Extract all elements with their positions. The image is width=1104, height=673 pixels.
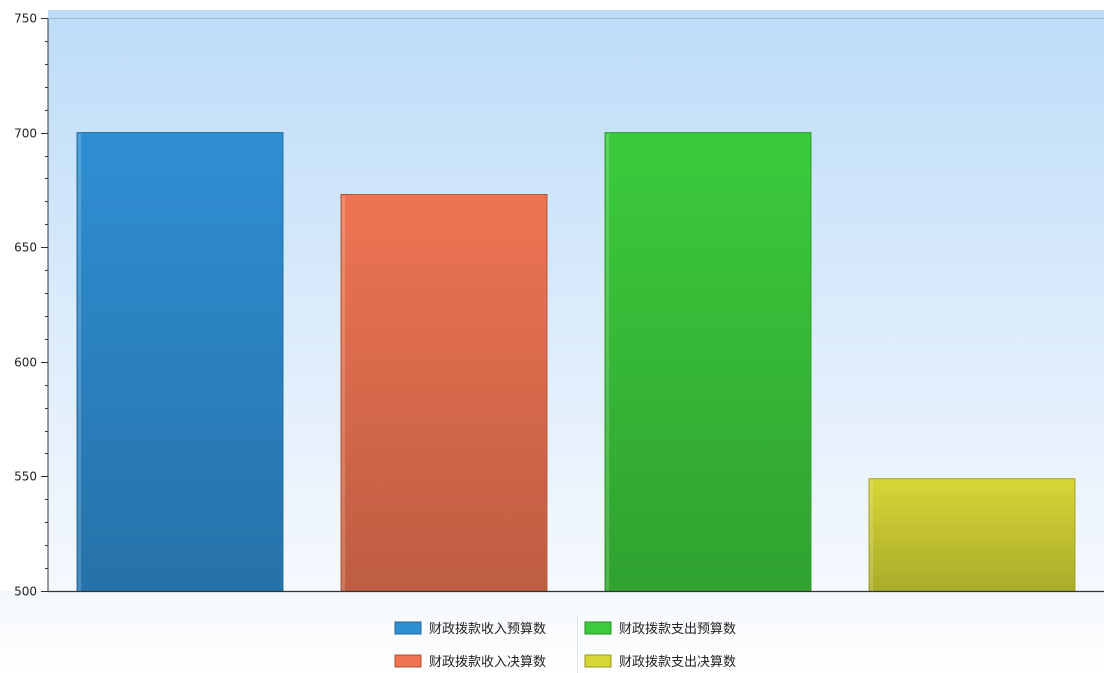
y-tick-label: 600 [14, 356, 37, 370]
y-tick-label: 750 [14, 12, 37, 26]
bar-highlight [870, 479, 874, 591]
legend-swatch [584, 654, 612, 668]
legend-swatch [394, 621, 422, 635]
y-tick-label: 500 [14, 585, 37, 599]
legend-swatch [584, 621, 612, 635]
bar-4 [868, 478, 1076, 592]
legend-item: 财政拨款支出决算数 [584, 654, 736, 670]
legend-item: 财政拨款收入决算数 [394, 654, 546, 670]
bar-2 [340, 193, 548, 592]
legend-label: 财政拨款支出决算数 [619, 655, 736, 670]
bars-layer [76, 132, 1076, 592]
legend-background [0, 591, 1104, 673]
y-tick-label: 700 [14, 127, 37, 141]
legend-swatch [394, 654, 422, 668]
y-tick-label: 650 [14, 241, 37, 255]
bar-highlight [78, 133, 82, 591]
bar-highlight [342, 195, 346, 591]
bar-highlight [606, 133, 610, 591]
axis-layer: 500 550 600 650 700 750 [14, 12, 1104, 599]
legend-label: 财政拨款收入决算数 [429, 655, 546, 670]
bar-1 [76, 132, 284, 592]
legend-item: 财政拨款收入预算数 [394, 621, 546, 637]
legend-label: 财政拨款收入预算数 [429, 622, 546, 637]
bar-3 [604, 132, 812, 592]
y-tick-label: 550 [14, 470, 37, 484]
legend-label: 财政拨款支出预算数 [619, 622, 736, 637]
legend-item: 财政拨款支出预算数 [584, 621, 736, 637]
